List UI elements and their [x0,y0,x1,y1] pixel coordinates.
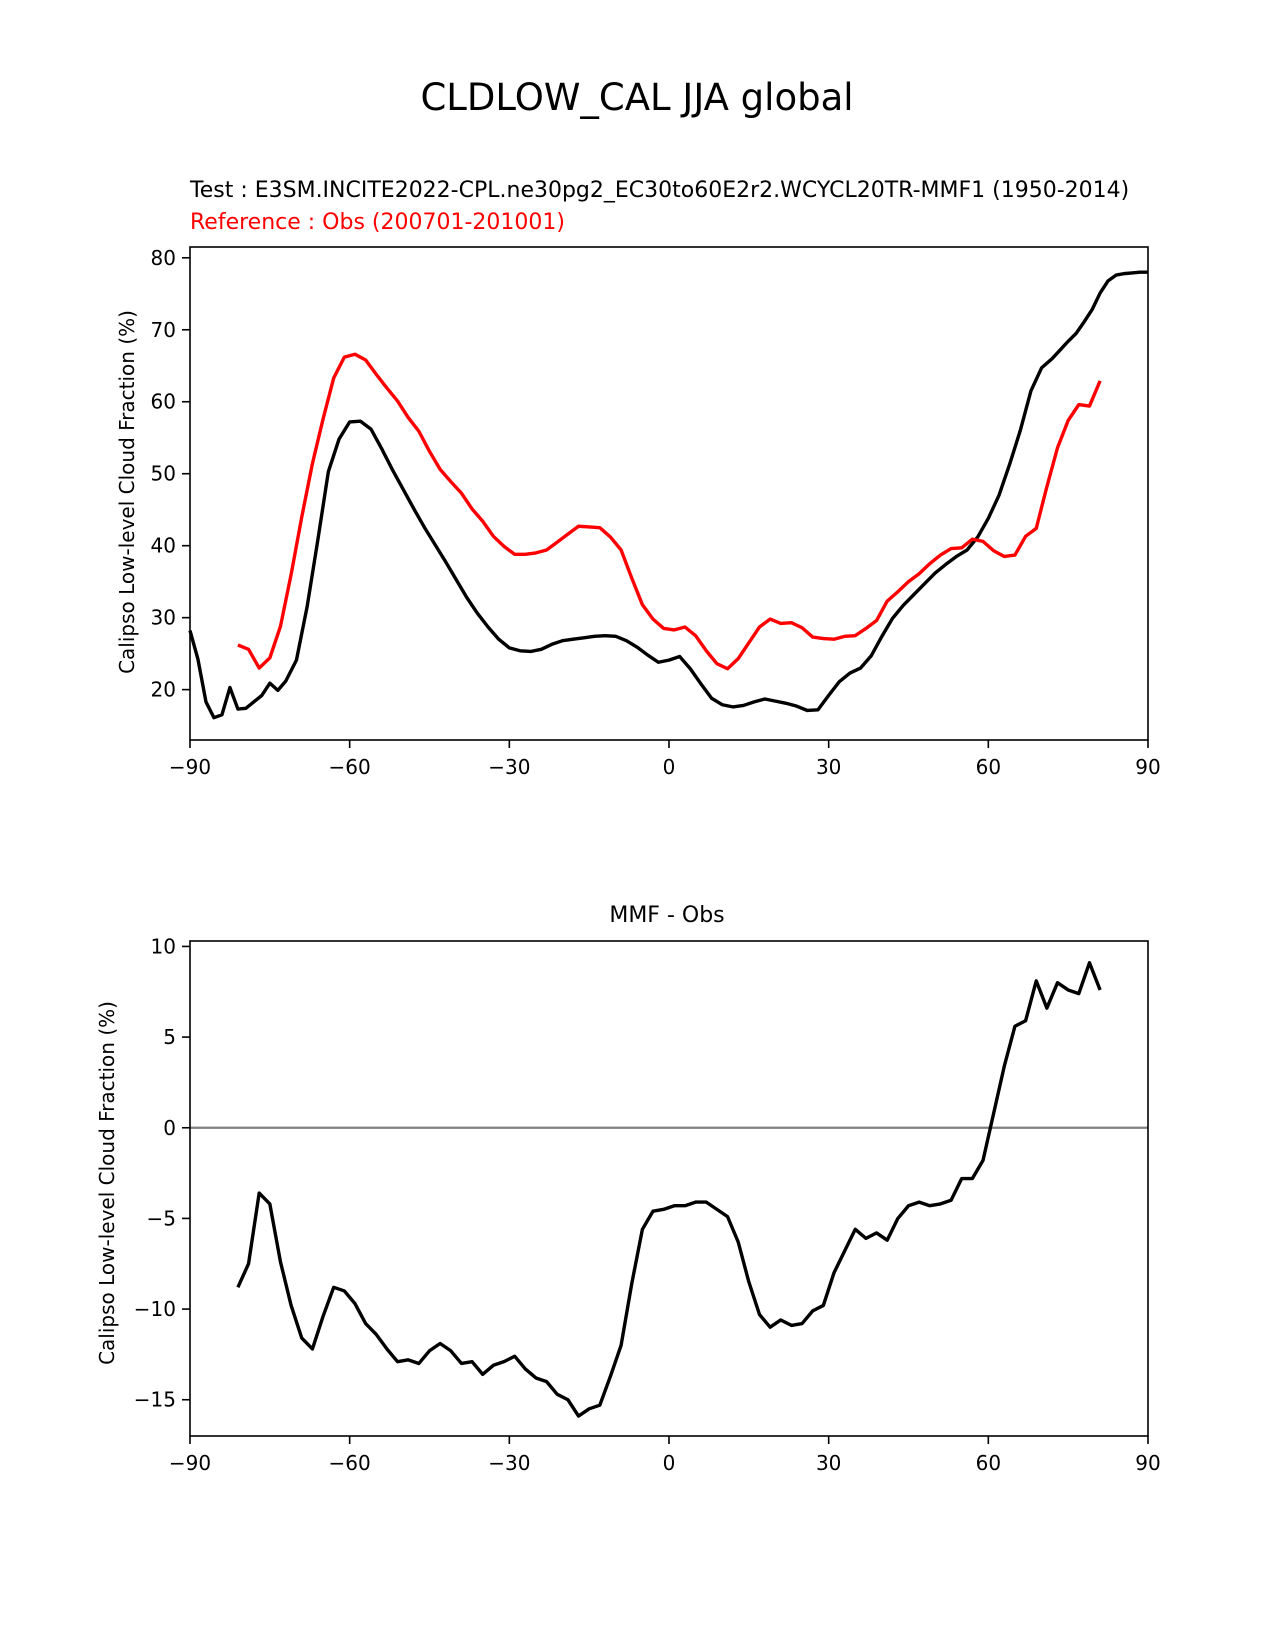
bottom-axes-frame [189,940,1149,1437]
bottom-panel-marks: −90 −60 −30 0 30 60 90 −15 −10 −5 0 5 10 [134,934,1161,1475]
bottom-x-tick-label: −90 [169,1451,211,1475]
top-x-tick-label: 60 [976,755,1001,779]
top-y-tick-label: 80 [151,246,176,270]
top-x-tick-label: 90 [1135,755,1160,779]
bottom-x-tick-label: −60 [329,1451,371,1475]
bottom-x-tick-label: 30 [816,1451,841,1475]
top-x-tick-label: −90 [169,755,211,779]
top-series-test [188,270,1148,720]
top-y-tick-label: 30 [151,606,176,630]
bottom-x-tick-label: 90 [1135,1451,1160,1475]
bottom-y-tick-label: −5 [147,1206,176,1230]
top-y-tick-label: 50 [151,462,176,486]
top-panel-test-title: Test : E3SM.INCITE2022-CPL.ne30pg2_EC30t… [189,178,1129,203]
bottom-panel: MMF - Obs Calipso Low-level Cloud Fracti… [95,903,1161,1475]
bottom-x-tick-label: 0 [663,1451,676,1475]
bottom-y-tick-label: −15 [134,1388,176,1412]
bottom-y-tick-label: −10 [134,1297,176,1321]
bottom-series-mmf-obs [236,961,1102,1418]
top-x-tick-label: 0 [663,755,676,779]
top-y-tick-label: 60 [151,390,176,414]
bottom-x-tick-label: −30 [488,1451,530,1475]
top-y-tick-label: 70 [151,318,176,342]
bottom-panel-title: MMF - Obs [609,903,724,928]
bottom-y-tick-label: 5 [163,1025,176,1049]
bottom-x-tick-label: 60 [976,1451,1001,1475]
top-panel-reference-title: Reference : Obs (200701-201001) [190,210,565,235]
top-panel: Test : E3SM.INCITE2022-CPL.ne30pg2_EC30t… [115,178,1161,779]
top-panel-marks: −90 −60 −30 0 30 60 90 20 30 40 50 60 70 80 [151,246,1161,779]
top-axes-frame [189,246,1149,741]
bottom-y-tick-label: 10 [151,934,176,958]
top-y-tick-label: 40 [151,534,176,558]
top-series-reference [237,352,1102,671]
figure-suptitle: CLDLOW_CAL JJA global [420,76,853,119]
top-x-tick-label: −60 [329,755,371,779]
top-y-tick-label: 20 [151,678,176,702]
bottom-y-tick-label: 0 [163,1116,176,1140]
top-x-tick-label: −30 [488,755,530,779]
top-panel-y-axis-label: Calipso Low-level Cloud Fraction (%) [115,310,139,674]
bottom-panel-y-axis-label: Calipso Low-level Cloud Fraction (%) [95,1001,119,1365]
top-x-tick-label: 30 [816,755,841,779]
